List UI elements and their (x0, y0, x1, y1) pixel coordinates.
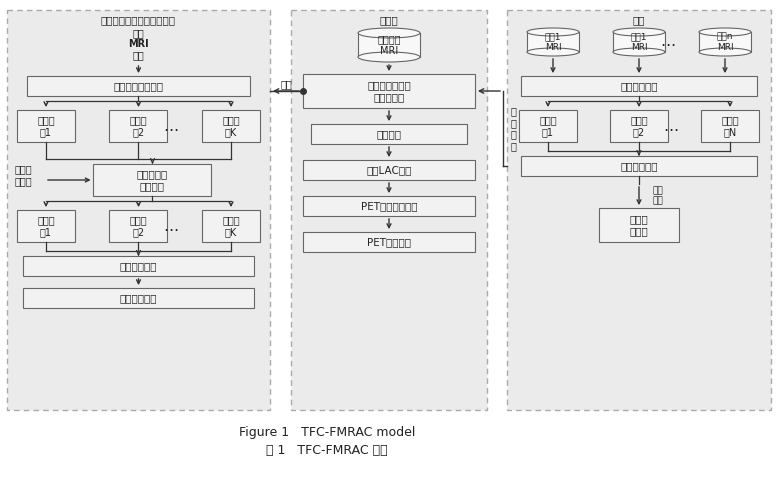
Ellipse shape (358, 52, 420, 62)
Bar (358, 33, 420, 57)
Bar (110, 210, 167, 242)
Text: Figure 1   TFC-FMRAC model: Figure 1 TFC-FMRAC model (239, 425, 415, 439)
Text: 病人n
MRI: 病人n MRI (717, 32, 733, 52)
Bar (507, 10, 771, 410)
Text: 抄样子
集K: 抄样子 集K (222, 115, 240, 137)
Ellipse shape (699, 48, 751, 56)
Text: 划分结
果2: 划分结 果2 (630, 115, 648, 137)
Bar (610, 110, 668, 142)
Ellipse shape (699, 28, 751, 36)
Text: 子集划
制1: 子集划 制1 (37, 215, 55, 237)
Text: 历史高
级知识: 历史高 级知识 (15, 164, 33, 186)
Bar (311, 124, 467, 144)
Bar (303, 160, 475, 180)
Text: 总将
结出: 总将 结出 (653, 186, 664, 206)
Text: 图 1   TFC-FMRAC 模型: 图 1 TFC-FMRAC 模型 (266, 444, 388, 456)
Text: 最终划分结果: 最终划分结果 (120, 293, 157, 303)
Text: 模糊聚类算法: 模糊聚类算法 (620, 81, 657, 91)
Text: 抄样子
集2: 抄样子 集2 (129, 115, 147, 137)
Text: 历史高
级知识: 历史高 级知识 (629, 214, 648, 236)
Bar (23, 256, 254, 276)
Text: 划分结
果N: 划分结 果N (721, 115, 738, 137)
Text: 详解: 详解 (280, 79, 292, 89)
Bar (613, 32, 665, 52)
Text: 划分结
果1: 划分结 果1 (539, 115, 557, 137)
Bar (303, 74, 475, 108)
Bar (23, 288, 254, 308)
Bar (291, 10, 487, 410)
Bar (519, 110, 577, 142)
Bar (599, 208, 679, 242)
Bar (110, 110, 167, 142)
Bar (521, 76, 757, 96)
Bar (303, 232, 475, 252)
Text: 线性LAC赋値: 线性LAC赋値 (366, 165, 411, 175)
Ellipse shape (613, 28, 665, 36)
Text: MRI: MRI (129, 39, 149, 49)
Text: 迁移极大熵
聚类算法: 迁移极大熵 聚类算法 (137, 169, 168, 191)
Text: 快速迁移模糊划分聚类算法: 快速迁移模糊划分聚类算法 (101, 15, 176, 25)
Text: 目标域: 目标域 (379, 15, 398, 25)
Bar (202, 210, 260, 242)
Text: 划分结果: 划分结果 (376, 129, 401, 139)
Text: 平均划分结果: 平均划分结果 (120, 261, 157, 271)
Text: 源域: 源域 (633, 15, 645, 25)
Text: 快速迁移模糊划
分聚类算法: 快速迁移模糊划 分聚类算法 (367, 80, 411, 102)
Bar (17, 110, 75, 142)
Text: 当前病人
MRI: 当前病人 MRI (377, 34, 400, 56)
Text: …: … (163, 119, 178, 133)
Text: PET图像重建: PET图像重建 (367, 237, 411, 247)
Text: 数据: 数据 (132, 50, 144, 60)
Bar (17, 210, 75, 242)
Ellipse shape (527, 48, 579, 56)
Ellipse shape (358, 28, 420, 38)
Bar (521, 156, 757, 176)
Bar (93, 164, 212, 196)
Bar (701, 110, 759, 142)
Bar (27, 76, 250, 96)
Bar (303, 196, 475, 216)
Text: …: … (163, 218, 178, 234)
Ellipse shape (527, 28, 579, 36)
Text: 简单均匀抄样策略: 简单均匀抄样策略 (114, 81, 164, 91)
Bar (7, 10, 270, 410)
Text: 病人1
MRI: 病人1 MRI (545, 32, 562, 52)
Bar (202, 110, 260, 142)
Text: 迁
移
学
习: 迁 移 学 习 (511, 106, 517, 151)
Text: 抄样子
集1: 抄样子 集1 (37, 115, 55, 137)
Text: 子集划
制2: 子集划 制2 (129, 215, 147, 237)
Ellipse shape (613, 48, 665, 56)
Text: …: … (664, 119, 679, 133)
Text: 当前: 当前 (132, 28, 144, 38)
Bar (527, 32, 579, 52)
Text: 平均划分结果: 平均划分结果 (620, 161, 657, 171)
Text: …: … (661, 35, 675, 49)
Text: PET图像衰减校正: PET图像衰减校正 (361, 201, 418, 211)
Text: 病人1
MRI: 病人1 MRI (631, 32, 647, 52)
Text: 子集划
分K: 子集划 分K (222, 215, 240, 237)
Bar (699, 32, 751, 52)
